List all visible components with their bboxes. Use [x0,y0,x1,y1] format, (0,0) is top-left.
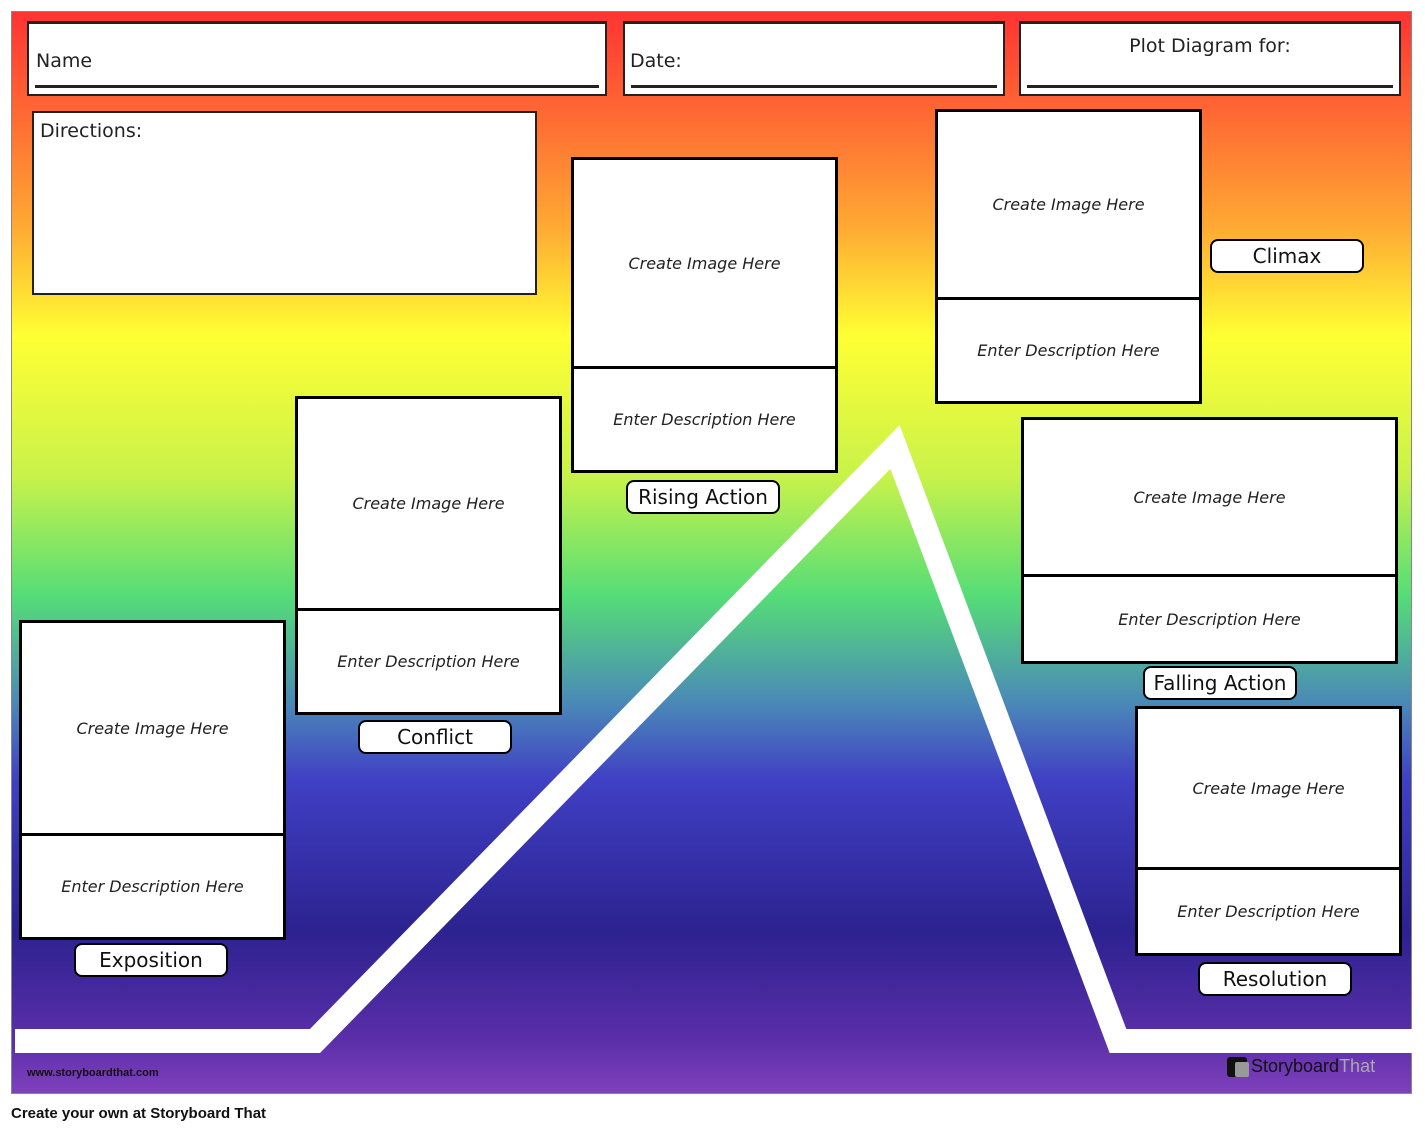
create-your-own-link[interactable]: Create your own at Storyboard That [11,1105,267,1122]
image-placeholder[interactable]: Create Image Here [938,112,1199,300]
name-field[interactable]: Name [27,21,607,96]
plot-arc-line [15,425,1412,1053]
description-placeholder[interactable]: Enter Description Here [613,410,796,429]
label-exposition: Exposition [74,943,228,977]
description-placeholder[interactable]: Enter Description Here [61,877,244,896]
cell-climax[interactable]: Create Image Here Enter Description Here [935,109,1202,404]
cell-falling-action[interactable]: Create Image Here Enter Description Here [1021,417,1398,664]
description-placeholder[interactable]: Enter Description Here [977,341,1160,360]
directions-box[interactable]: Directions: [32,111,537,295]
cell-rising-action[interactable]: Create Image Here Enter Description Here [571,157,838,473]
image-placeholder[interactable]: Create Image Here [1024,420,1395,577]
date-label: Date: [630,50,682,72]
description-placeholder[interactable]: Enter Description Here [337,652,520,671]
plot-diagram-for-label: Plot Diagram for: [1129,35,1291,57]
speech-bubble-icon [1227,1056,1249,1077]
label-conflict: Conflict [358,720,512,754]
image-placeholder[interactable]: Create Image Here [574,160,835,369]
image-placeholder[interactable]: Create Image Here [22,623,283,836]
description-placeholder[interactable]: Enter Description Here [1177,902,1360,921]
website-text: www.storyboardthat.com [27,1067,159,1079]
label-rising-action: Rising Action [626,480,780,514]
cell-exposition[interactable]: Create Image Here Enter Description Here [19,620,286,940]
date-field[interactable]: Date: [623,21,1005,96]
name-label: Name [36,50,93,72]
cell-conflict[interactable]: Create Image Here Enter Description Here [295,396,562,715]
image-placeholder[interactable]: Create Image Here [1138,709,1399,870]
label-falling-action: Falling Action [1143,666,1297,700]
plot-diagram-for-field[interactable]: Plot Diagram for: [1019,21,1401,96]
storyboardthat-logo: Storyboard That [1227,1056,1375,1077]
image-placeholder[interactable]: Create Image Here [298,399,559,611]
label-resolution: Resolution [1198,962,1352,996]
cell-resolution[interactable]: Create Image Here Enter Description Here [1135,706,1402,956]
description-placeholder[interactable]: Enter Description Here [1118,609,1301,629]
label-climax: Climax [1210,239,1364,273]
directions-label: Directions: [40,120,143,142]
